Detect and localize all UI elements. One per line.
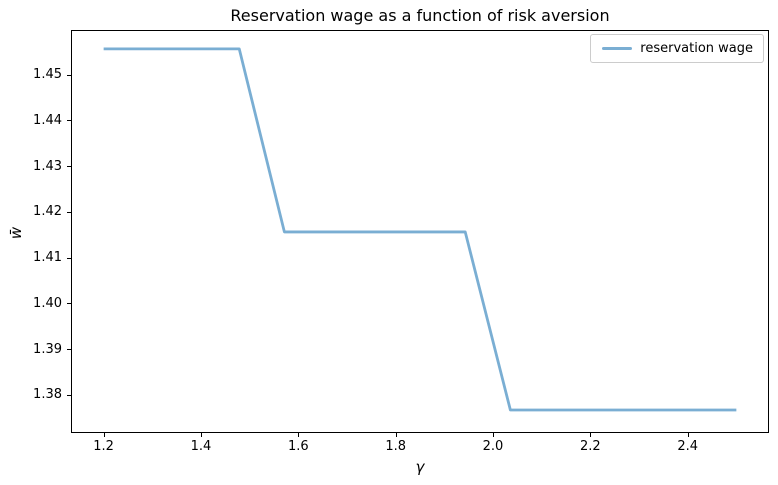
y-tick-mark (67, 394, 71, 396)
x-tick-label: 2.0 (482, 439, 504, 454)
y-tick-mark (67, 211, 71, 213)
x-tick-mark (590, 433, 592, 437)
x-tick-mark (201, 433, 202, 437)
y-tick-mark (67, 349, 71, 351)
y-axis-label: w̄ (7, 226, 25, 240)
x-tick-mark (395, 433, 397, 437)
x-tick-label: 2.4 (677, 439, 699, 454)
legend-label: reservation wage (640, 41, 753, 56)
legend-line-swatch (602, 47, 633, 50)
x-tick-label: 2.2 (579, 439, 601, 454)
line-plot (103, 47, 737, 412)
chart-title: Reservation wage as a function of risk a… (230, 6, 610, 25)
x-tick-mark (298, 433, 300, 437)
x-tick-mark (687, 433, 689, 437)
y-tick-label: 1.38 (33, 387, 62, 403)
legend: reservation wage (590, 34, 764, 63)
y-tick-mark (67, 303, 71, 305)
y-tick-label: 1.42 (33, 204, 62, 220)
plot-area: reservation wage (71, 30, 769, 433)
y-tick-label: 1.41 (33, 250, 62, 266)
y-tick-mark (67, 74, 71, 76)
x-tick-label: 1.2 (93, 439, 114, 454)
x-tick-mark (493, 433, 494, 437)
x-axis-label: γ (415, 458, 425, 476)
y-tick-label: 1.44 (33, 112, 62, 128)
y-tick-mark (67, 120, 71, 122)
x-tick-mark (103, 433, 105, 437)
y-tick-label: 1.39 (33, 341, 62, 357)
series-line-reservation-wage (103, 47, 737, 412)
x-tick-label: 1.4 (190, 439, 212, 454)
x-tick-label: 1.6 (287, 439, 309, 454)
y-tick-label: 1.45 (33, 67, 62, 82)
y-tick-mark (67, 166, 71, 167)
y-tick-mark (67, 257, 71, 259)
y-tick-label: 1.40 (33, 295, 62, 311)
y-tick-label: 1.43 (33, 158, 62, 174)
x-tick-label: 1.8 (385, 439, 407, 454)
